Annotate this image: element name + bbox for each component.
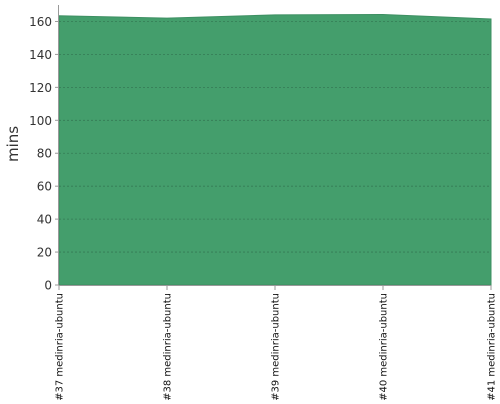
x-tick-label: #39 medinria-ubuntu	[271, 293, 282, 400]
y-tick-label: 80	[37, 147, 52, 161]
x-tick-labels: #37 medinria-ubuntu #38 medinria-ubuntu #3…	[55, 293, 498, 400]
area-layer	[59, 15, 491, 285]
y-tick-label: 20	[37, 246, 52, 260]
y-tick-label: 140	[29, 48, 52, 62]
y-tick-label: 60	[37, 180, 52, 194]
y-tick-label: 0	[44, 279, 52, 293]
area-series	[59, 15, 491, 285]
x-tick-label: #41 medinria-ubuntu	[487, 293, 498, 400]
y-tick-label: 40	[37, 213, 52, 227]
y-tick-labels: 0 20 40 60 80 100 120 140 160	[29, 15, 52, 293]
y-axis-label: mins	[4, 126, 22, 162]
x-tick-label: #38 medinria-ubuntu	[163, 293, 174, 400]
y-tick-label: 160	[29, 15, 52, 29]
x-tick-label: #40 medinria-ubuntu	[379, 293, 390, 400]
x-tick-label: #37 medinria-ubuntu	[55, 293, 66, 400]
y-tick-label: 100	[29, 114, 52, 128]
y-tick-label: 120	[29, 81, 52, 95]
